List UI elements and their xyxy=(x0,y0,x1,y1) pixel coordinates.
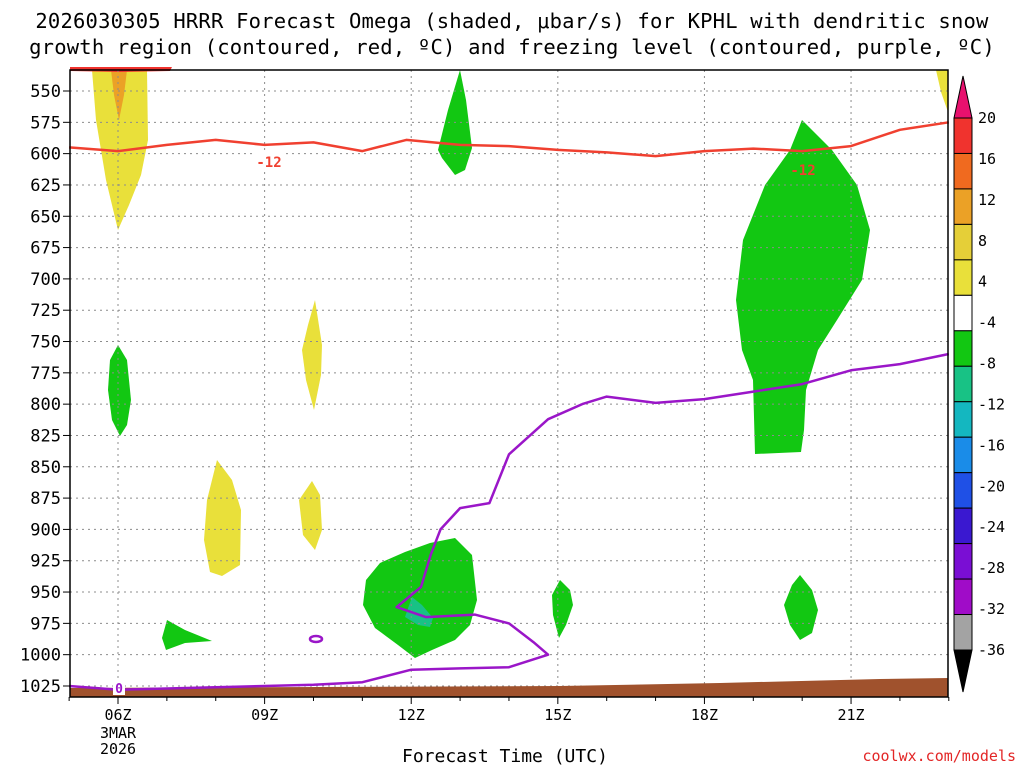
x-tick-label-09Z: 09Z xyxy=(251,706,278,724)
x-axis-title: Forecast Time (UTC) xyxy=(402,746,608,767)
title-line-1: 2026030305 HRRR Forecast Omega (shaded, … xyxy=(35,9,989,33)
omega-region-green-15z xyxy=(552,580,573,638)
omega-region-green-06z xyxy=(108,345,131,436)
colorbar-label-4: 4 xyxy=(978,273,987,291)
y-tick-label-550: 550 xyxy=(30,82,61,102)
y-axis: 550 575 600 625 650 675 700 725 750 775 800 825 850 8… xyxy=(20,82,70,697)
colorbar-label-8: -16 xyxy=(978,436,1005,454)
title-line-2: growth region (contoured, red, ºC) and f… xyxy=(29,35,995,59)
dgz-contour-label-left: -12 xyxy=(256,155,281,171)
x-axis-date-day: 3MAR xyxy=(100,724,137,742)
colorbar-band-1 xyxy=(953,117,973,154)
x-tick-label-15Z: 15Z xyxy=(544,706,571,724)
colorbar-label-3: 8 xyxy=(978,232,987,250)
y-tick-label-825: 825 xyxy=(30,426,61,446)
colorbar-top-arrow xyxy=(953,75,973,119)
y-tick-label-600: 600 xyxy=(30,145,61,165)
terrain-ground xyxy=(70,678,948,697)
omega-shading xyxy=(70,67,948,658)
omega-region-yellow-10z-upper xyxy=(302,300,322,410)
colorbar-label-9: -20 xyxy=(978,477,1005,495)
freezing-level-label: 0 xyxy=(115,682,123,697)
y-tick-label-625: 625 xyxy=(30,176,61,196)
x-tick-label-21Z: 21Z xyxy=(838,706,865,724)
y-tick-label-925: 925 xyxy=(30,552,61,572)
colorbar: 20 16 12 8 4 -4 -8 -12 -16 -20 -24 -28 -32 -36 xyxy=(953,75,1005,693)
colorbar-label-0: 20 xyxy=(978,109,996,127)
x-tick-label-12Z: 12Z xyxy=(398,706,425,724)
dgz-contour-line xyxy=(69,121,949,158)
contour-labels: -12 -12 0 xyxy=(113,153,820,697)
x-tick-label-18Z: 18Z xyxy=(691,706,718,724)
y-tick-label-750: 750 xyxy=(30,333,61,353)
y-tick-label-1000: 1000 xyxy=(20,646,61,666)
y-tick-label-700: 700 xyxy=(30,270,61,290)
colorbar-label-6: -8 xyxy=(978,355,996,373)
colorbar-band-12 xyxy=(953,507,973,545)
colorbar-label-2: 12 xyxy=(978,191,996,209)
credit-link[interactable]: coolwx.com/models xyxy=(862,747,1016,765)
y-tick-label-675: 675 xyxy=(30,239,61,259)
y-tick-label-775: 775 xyxy=(30,364,61,384)
omega-region-orange-top-left xyxy=(111,70,127,120)
colorbar-label-13: -36 xyxy=(978,641,1005,659)
y-tick-label-900: 900 xyxy=(30,520,61,540)
colorbar-band-5 xyxy=(953,259,973,296)
omega-region-yellow-10z-lower xyxy=(299,481,322,550)
colorbar-label-12: -32 xyxy=(978,600,1005,618)
x-axis: 06Z 09Z 12Z 15Z 18Z 21Z xyxy=(68,697,950,724)
colorbar-band-8 xyxy=(953,365,973,403)
colorbar-band-2 xyxy=(953,152,973,190)
colorbar-band-4 xyxy=(953,223,973,261)
colorbar-band-7 xyxy=(953,330,973,367)
contours xyxy=(69,121,950,691)
y-tick-label-950: 950 xyxy=(30,583,61,603)
colorbar-band-9 xyxy=(953,401,973,438)
colorbar-label-1: 16 xyxy=(978,150,996,168)
colorbar-label-7: -12 xyxy=(978,395,1005,413)
omega-region-green-20z xyxy=(736,120,870,454)
x-axis-date-year: 2026 xyxy=(100,740,136,758)
omega-region-teal-12z xyxy=(405,597,433,627)
freezing-level-small-contour xyxy=(308,634,324,644)
freezing-level-line xyxy=(69,352,950,691)
y-tick-label-800: 800 xyxy=(30,395,61,415)
y-tick-label-725: 725 xyxy=(30,301,61,321)
colorbar-band-10 xyxy=(953,436,973,474)
colorbar-bottom-arrow xyxy=(953,649,973,693)
colorbar-band-6 xyxy=(953,294,973,332)
colorbar-band-14 xyxy=(953,578,973,616)
omega-region-green-12z-low xyxy=(363,538,477,658)
colorbar-label-11: -28 xyxy=(978,559,1005,577)
colorbar-label-10: -24 xyxy=(978,518,1005,536)
y-tick-label-1025: 1025 xyxy=(20,677,61,697)
y-tick-label-575: 575 xyxy=(30,113,61,133)
y-tick-label-975: 975 xyxy=(30,614,61,634)
colorbar-label-5: -4 xyxy=(978,314,996,332)
colorbar-band-3 xyxy=(953,188,973,225)
colorbar-band-13 xyxy=(953,543,973,580)
x-tick-label-06Z: 06Z xyxy=(104,706,131,724)
dgz-contour-label-right: -12 xyxy=(790,163,815,179)
y-tick-label-875: 875 xyxy=(30,489,61,509)
omega-region-yellow-08z xyxy=(204,460,241,576)
colorbar-band-15 xyxy=(953,614,973,651)
omega-region-green-20z-low xyxy=(784,575,818,640)
y-tick-label-850: 850 xyxy=(30,458,61,478)
y-tick-label-650: 650 xyxy=(30,207,61,227)
omega-region-green-07z xyxy=(162,620,212,650)
colorbar-band-11 xyxy=(953,472,973,509)
